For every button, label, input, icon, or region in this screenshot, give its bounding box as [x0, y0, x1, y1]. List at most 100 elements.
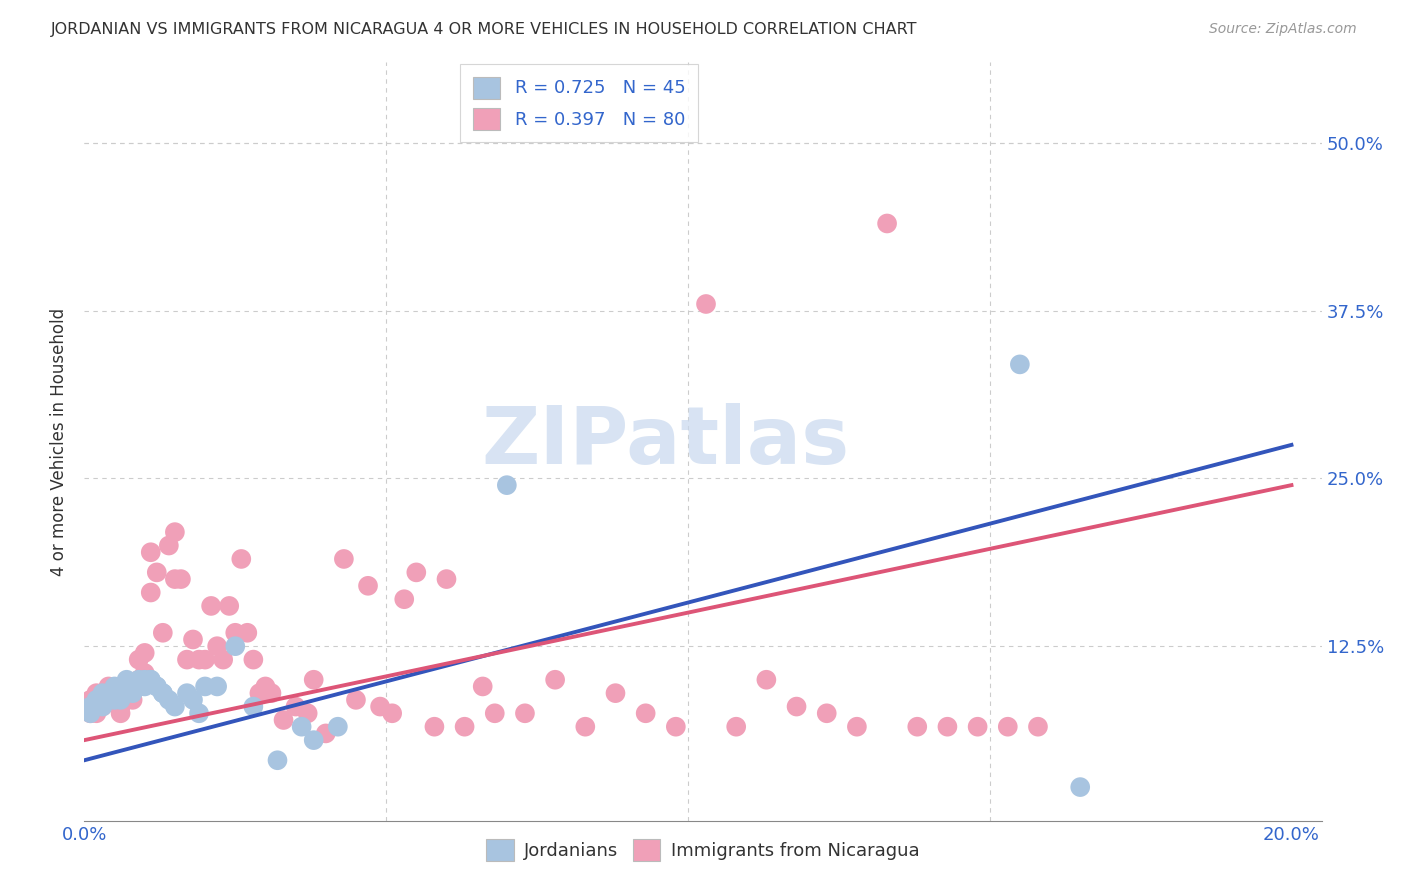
Point	[634, 706, 657, 721]
Point	[91, 686, 114, 700]
Point	[966, 720, 988, 734]
Point	[423, 720, 446, 734]
Point	[128, 673, 150, 687]
Point	[357, 579, 380, 593]
Point	[110, 706, 132, 721]
Point	[302, 673, 325, 687]
Point	[79, 706, 101, 721]
Point	[163, 572, 186, 586]
Point	[231, 552, 253, 566]
Point	[121, 693, 143, 707]
Point	[453, 720, 475, 734]
Point	[134, 673, 156, 687]
Point	[170, 572, 193, 586]
Point	[695, 297, 717, 311]
Point	[291, 720, 314, 734]
Point	[139, 585, 162, 599]
Point	[86, 706, 108, 721]
Point	[194, 680, 217, 694]
Point	[284, 699, 307, 714]
Point	[574, 720, 596, 734]
Point	[815, 706, 838, 721]
Text: Source: ZipAtlas.com: Source: ZipAtlas.com	[1209, 22, 1357, 37]
Point	[876, 217, 898, 231]
Point	[152, 625, 174, 640]
Point	[163, 525, 186, 540]
Point	[163, 699, 186, 714]
Point	[115, 673, 138, 687]
Point	[247, 686, 270, 700]
Point	[224, 639, 246, 653]
Point	[436, 572, 458, 586]
Point	[394, 592, 416, 607]
Point	[381, 706, 404, 721]
Point	[297, 706, 319, 721]
Point	[110, 686, 132, 700]
Point	[121, 686, 143, 700]
Point	[134, 646, 156, 660]
Point	[1026, 720, 1049, 734]
Point	[845, 720, 868, 734]
Point	[86, 693, 108, 707]
Point	[97, 680, 120, 694]
Point	[1069, 780, 1091, 794]
Point	[755, 673, 778, 687]
Point	[176, 652, 198, 666]
Point	[121, 680, 143, 694]
Point	[110, 699, 132, 714]
Point	[224, 625, 246, 640]
Y-axis label: 4 or more Vehicles in Household: 4 or more Vehicles in Household	[51, 308, 69, 575]
Point	[115, 693, 138, 707]
Point	[725, 720, 748, 734]
Point	[205, 680, 228, 694]
Point	[181, 693, 204, 707]
Point	[326, 720, 349, 734]
Point	[905, 720, 928, 734]
Point	[139, 545, 162, 559]
Point	[188, 652, 211, 666]
Point	[79, 693, 101, 707]
Text: ZIPatlas: ZIPatlas	[482, 402, 851, 481]
Point	[91, 686, 114, 700]
Point	[91, 699, 114, 714]
Point	[97, 686, 120, 700]
Point	[103, 693, 125, 707]
Point	[134, 666, 156, 681]
Point	[513, 706, 536, 721]
Point	[152, 686, 174, 700]
Point	[242, 699, 264, 714]
Point	[273, 713, 295, 727]
Point	[128, 652, 150, 666]
Point	[134, 680, 156, 694]
Point	[110, 693, 132, 707]
Point	[368, 699, 391, 714]
Point	[1008, 357, 1031, 371]
Point	[86, 699, 108, 714]
Point	[91, 693, 114, 707]
Point	[157, 539, 180, 553]
Point	[786, 699, 808, 714]
Point	[333, 552, 356, 566]
Point	[484, 706, 506, 721]
Point	[205, 639, 228, 653]
Point	[86, 699, 108, 714]
Point	[344, 693, 367, 707]
Point	[146, 680, 169, 694]
Point	[176, 686, 198, 700]
Point	[139, 673, 162, 687]
Point	[103, 680, 125, 694]
Point	[254, 680, 277, 694]
Point	[181, 632, 204, 647]
Point	[936, 720, 959, 734]
Point	[218, 599, 240, 613]
Point	[115, 686, 138, 700]
Point	[103, 686, 125, 700]
Point	[152, 686, 174, 700]
Point	[91, 693, 114, 707]
Point	[128, 680, 150, 694]
Point	[315, 726, 337, 740]
Point	[495, 478, 517, 492]
Point	[97, 686, 120, 700]
Point	[79, 706, 101, 721]
Point	[157, 693, 180, 707]
